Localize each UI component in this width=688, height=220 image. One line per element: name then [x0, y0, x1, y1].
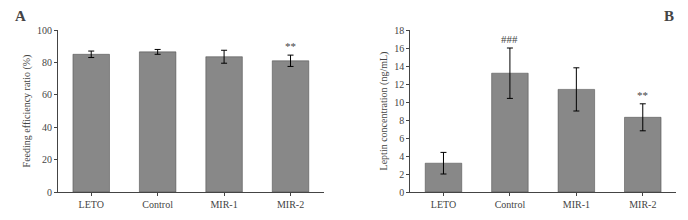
svg-text:8: 8	[399, 115, 404, 126]
svg-text:100: 100	[37, 25, 52, 36]
svg-text:2: 2	[399, 169, 404, 180]
svg-text:6: 6	[399, 133, 404, 144]
svg-text:40: 40	[42, 122, 52, 133]
svg-text:0: 0	[47, 187, 52, 198]
svg-text:Control: Control	[142, 199, 173, 210]
svg-text:18: 18	[394, 25, 404, 36]
svg-text:MIR-1: MIR-1	[563, 199, 590, 210]
svg-text:10: 10	[394, 97, 404, 108]
svg-text:###: ###	[501, 33, 518, 45]
svg-text:B: B	[664, 8, 674, 24]
svg-text:Control: Control	[495, 199, 526, 210]
svg-text:14: 14	[394, 61, 404, 72]
svg-text:MIR-1: MIR-1	[210, 199, 237, 210]
svg-text:60: 60	[42, 89, 52, 100]
svg-text:MIR-2: MIR-2	[277, 199, 304, 210]
svg-text:**: **	[285, 40, 296, 52]
svg-text:16: 16	[394, 43, 404, 54]
svg-text:4: 4	[399, 151, 404, 162]
svg-text:**: **	[637, 89, 648, 101]
svg-text:LETO: LETO	[79, 199, 104, 210]
svg-text:Leptin concentration (ng/mL): Leptin concentration (ng/mL)	[378, 52, 390, 171]
svg-text:MIR-2: MIR-2	[629, 199, 656, 210]
svg-text:A: A	[15, 8, 26, 24]
svg-text:Feeding efficiency ratio (%): Feeding efficiency ratio (%)	[21, 55, 33, 168]
svg-text:LETO: LETO	[431, 199, 456, 210]
svg-text:0: 0	[399, 187, 404, 198]
svg-text:12: 12	[394, 79, 404, 90]
svg-text:20: 20	[42, 154, 52, 165]
svg-text:80: 80	[42, 57, 52, 68]
